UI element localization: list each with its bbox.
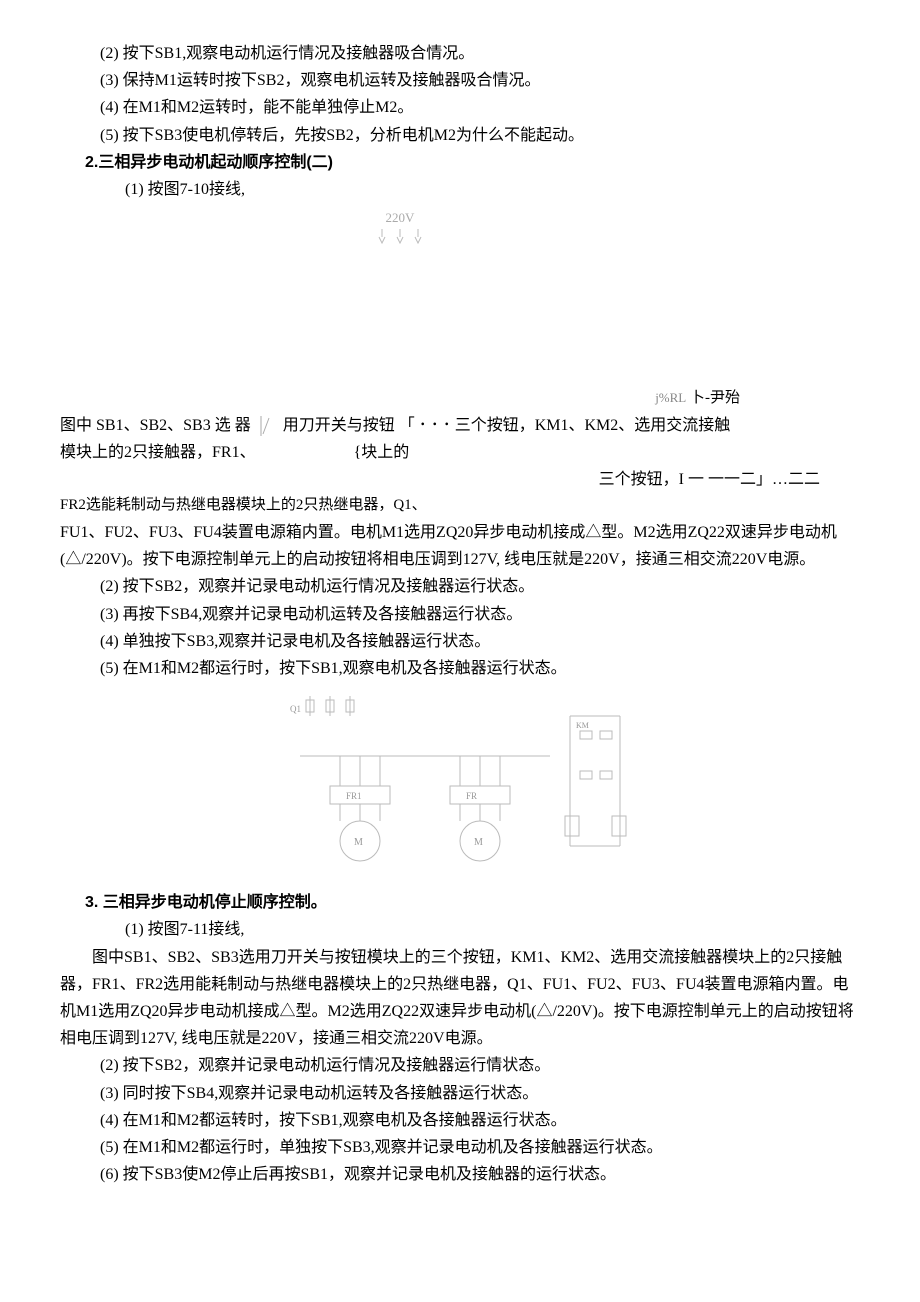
section-3-title: 3. 三相异步电动机停止顺序控制。	[60, 889, 860, 916]
frag-b2: {块上的	[354, 444, 410, 461]
svg-text:FR: FR	[466, 791, 477, 801]
frag-line-a: 图中 SB1、SB2、SB3 选 器 用刀开关与按钮 「 ･ ･ ･ 三个按钮，…	[60, 412, 860, 439]
sec2-step-4: (4) 单独按下SB3,观察并记录电机及各接触器运行状态。	[60, 628, 860, 655]
frag-text: 卜-尹殆	[690, 390, 740, 406]
sec3-p1: 图中SB1、SB2、SB3选用刀开关与按钮模块上的三个按钮，KM1、KM2、选用…	[60, 944, 860, 1053]
frag-line-c: 三个按钮，I 一 一一二」…二二	[60, 466, 860, 493]
diagram-label-220v: 220V	[370, 207, 430, 229]
sec3-step-2: (2) 按下SB2，观察并记录电动机运行情况及接触器运行情状态。	[60, 1052, 860, 1079]
fragment-block: j%RL 卜-尹殆 图中 SB1、SB2、SB3 选 器 用刀开关与按钮 「 ･…	[60, 392, 860, 493]
sec2-step-1: (1) 按图7-10接线,	[60, 176, 860, 203]
sec2-step-3: (3) 再按下SB4,观察并记录电动机运转及各接触器运行状态。	[60, 601, 860, 628]
svg-text:FR1: FR1	[346, 791, 362, 801]
step-5: (5) 按下SB3使电机停转后，先按SB2，分析电机M2为什么不能起动。	[60, 122, 860, 149]
sec2-p1: FR2选能耗制动与热继电器模块上的2只热继电器，Q1、	[60, 493, 860, 519]
frag-small: j%RL	[655, 390, 686, 405]
sec2-step-5: (5) 在M1和M2都运行时，按下SB1,观察电机及各接触器运行状态。	[60, 655, 860, 682]
sec3-step-1: (1) 按图7-11接线,	[60, 916, 860, 943]
sec3-step-4: (4) 在M1和M2都运转时，按下SB1,观察电机及各接触器运行状态。	[60, 1107, 860, 1134]
circuit-diagram-7-10: Q1 FR1 M FR M	[60, 686, 860, 885]
sec3-step-6: (6) 按下SB3使M2停止后再按SB1，观察并记录电机及接触器的运行状态。	[60, 1161, 860, 1188]
switch-symbol-icon	[255, 414, 279, 438]
step-4: (4) 在M1和M2运转时，能不能单独停止M2。	[60, 94, 860, 121]
step-2: (2) 按下SB1,观察电动机运行情况及接触器吸合情况。	[60, 40, 860, 67]
step-3: (3) 保持M1运转时按下SB2，观察电机运转及接触器吸合情况。	[60, 67, 860, 94]
sec2-step-2: (2) 按下SB2，观察并记录电动机运行情况及接触器运行状态。	[60, 573, 860, 600]
sec2-p2: FU1、FU2、FU3、FU4装置电源箱内置。电机M1选用ZQ20异步电动机接成…	[60, 519, 860, 573]
svg-text:M: M	[474, 837, 483, 848]
small-diagram-220v: 220V	[60, 207, 860, 258]
svg-text:Q1: Q1	[290, 704, 301, 714]
svg-text:KM: KM	[576, 721, 589, 730]
frag-line-b: 模块上的2只接触器，FR1、 {块上的	[60, 439, 860, 466]
frag-a2: 用刀开关与按钮 「 ･ ･ ･ 三个按钮，KM1、KM2、选用交流接触	[283, 417, 731, 434]
sec3-step-5: (5) 在M1和M2都运行时，单独按下SB3,观察并记录电动机及各接触器运行状态…	[60, 1134, 860, 1161]
frag-a1: 图中 SB1、SB2、SB3 选 器	[60, 417, 251, 434]
frag-b1: 模块上的2只接触器，FR1、	[60, 444, 256, 461]
circuit-diagram-icon: Q1 FR1 M FR M	[280, 686, 640, 876]
sec3-step-3: (3) 同时按下SB4,观察并记录电动机运转及各接触器运行状态。	[60, 1080, 860, 1107]
section-2-title: 2.三相异步电动机起动顺序控制(二)	[60, 149, 860, 176]
svg-text:M: M	[354, 837, 363, 848]
power-symbol-icon	[370, 227, 430, 249]
